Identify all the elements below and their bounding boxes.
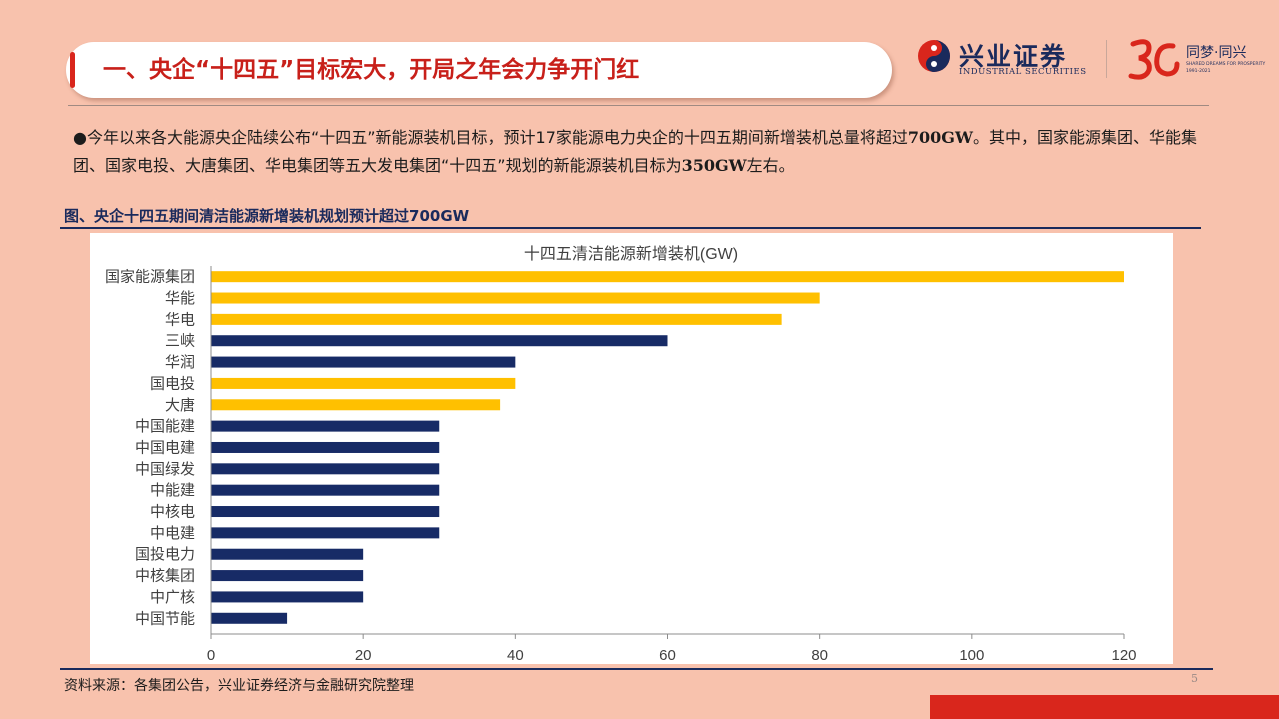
logo-divider [1106,40,1107,78]
title-banner [66,42,892,98]
company-logo-name: 兴业证券 [959,42,1068,71]
bar [211,313,782,325]
category-label: 华润 [165,354,195,371]
bar [211,570,364,582]
bar [211,377,516,389]
category-label: 大唐 [165,397,195,414]
bar [211,335,668,347]
anniversary-logo: 同梦·同兴 SHARED DREAMS FOR PROSPERITY 1991-… [1127,36,1267,84]
category-label: 中国节能 [135,610,195,627]
category-label: 中国电建 [135,439,195,456]
company-logo-english: INDUSTRIAL SECURITIES [959,67,1087,77]
summary-text-3: 左右。 [746,156,795,175]
bar [211,420,440,432]
bar [211,612,288,624]
title-accent-bar [70,52,75,88]
company-logo-icon [918,40,950,72]
chart-title: 十四五清洁能源新增装机(GW) [524,245,738,263]
category-label: 中能建 [150,482,195,499]
category-label: 国投电力 [135,546,195,563]
category-label: 中核电 [150,504,195,521]
x-tick-label: 0 [207,647,215,664]
footer-accent-bar [930,695,1279,719]
category-label: 中核集团 [135,568,195,585]
anniversary-slogan: 同梦·同兴 [1186,45,1247,61]
bar [211,548,364,560]
bar [211,292,820,304]
category-label: 中国绿发 [135,461,195,478]
company-logo: 兴业证券 INDUSTRIAL SECURITIES [913,37,1093,85]
bar [211,591,364,603]
bar [211,506,440,518]
page-number: 5 [1191,672,1198,685]
category-label: 三峡 [165,333,195,350]
anniversary-30-icon [1128,39,1180,80]
chart-panel: 十四五清洁能源新增装机(GW) 国家能源集团华能华电三峡华润国电投大唐中国能建中国… [90,233,1173,664]
source-rule [60,668,1213,670]
anniversary-slogan-english: SHARED DREAMS FOR PROSPERITY [1186,62,1266,67]
x-tick-label: 80 [811,647,828,664]
header-divider [68,105,1209,106]
bar [211,271,1124,283]
x-tick-label: 120 [1111,647,1136,664]
category-label: 中国能建 [135,418,195,435]
x-tick-label: 60 [659,647,676,664]
figure-title: 图、央企十四五期间清洁能源新增装机规划预计超过700GW [64,207,470,225]
x-tick-label: 20 [355,647,372,664]
category-label: 中电建 [150,525,195,542]
category-label: 国家能源集团 [105,269,195,286]
summary-bold-1: 700GW [907,128,973,147]
anniversary-years: 1991-2021 [1186,69,1211,74]
x-tick-label: 40 [507,647,524,664]
category-label: 国电投 [150,375,195,392]
source-note: 资料来源：各集团公告，兴业证券经济与金融研究院整理 [64,678,414,694]
category-label: 华电 [165,311,195,328]
x-tick-label: 100 [959,647,984,664]
figure-title-rule [60,227,1201,229]
page-title: 一、央企“十四五”目标宏大，开局之年会力争开门红 [103,57,640,83]
category-label: 中广核 [150,589,195,606]
category-label: 华能 [165,290,195,307]
bar-chart: 十四五清洁能源新增装机(GW) 国家能源集团华能华电三峡华润国电投大唐中国能建中国… [105,245,1137,664]
bar [211,527,440,539]
summary-text-1: ●今年以来各大能源央企陆续公布“十四五”新能源装机目标，预计17家能源电力央企的… [73,128,908,147]
bar [211,441,440,453]
summary-bold-2: 350GW [681,156,747,175]
bar [211,356,516,368]
bar [211,484,440,496]
summary-paragraph: ●今年以来各大能源央企陆续公布“十四五”新能源装机目标，预计17家能源电力央企的… [73,124,1213,180]
bar [211,463,440,475]
bar [211,399,501,411]
summary-text-2: 。其中，国家能源集团、华能集团、国家电投、大唐集团、华电集团等五大发电集团“十四… [73,128,1197,175]
